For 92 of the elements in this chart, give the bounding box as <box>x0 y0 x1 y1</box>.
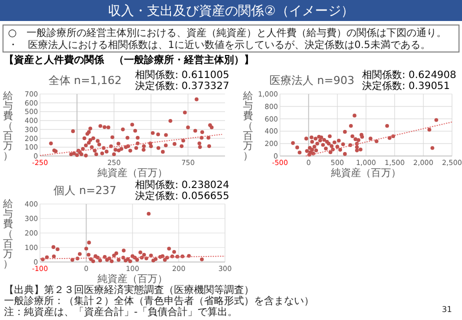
point <box>355 148 359 152</box>
point <box>321 142 325 147</box>
point <box>328 134 332 138</box>
point <box>324 146 328 150</box>
point <box>312 144 316 149</box>
y-axis-title: 給与費（百万） <box>2 90 13 162</box>
point <box>349 124 353 128</box>
point <box>343 130 347 134</box>
point <box>91 259 96 264</box>
point <box>52 254 56 258</box>
point <box>167 246 171 251</box>
point <box>112 254 116 258</box>
point <box>332 140 336 144</box>
point <box>52 245 56 249</box>
x-axis-title: 純資産（百万） <box>331 167 401 179</box>
point <box>319 136 324 140</box>
point <box>146 212 151 216</box>
point <box>162 258 167 262</box>
text: 31 <box>442 305 452 314</box>
point <box>124 258 128 262</box>
point <box>310 140 314 144</box>
point <box>330 144 334 148</box>
point <box>341 142 345 146</box>
point <box>110 259 114 264</box>
point <box>385 124 389 128</box>
point <box>356 138 360 142</box>
text: 相関係数: 0.624908 <box>362 69 456 81</box>
point <box>368 136 372 140</box>
point <box>84 246 88 251</box>
point <box>86 252 90 257</box>
point <box>160 254 164 258</box>
x-axis-title: 純資産（百万） <box>98 167 168 179</box>
point <box>355 145 359 150</box>
point <box>200 257 204 262</box>
point <box>291 141 295 145</box>
text: 収入・支出及び資産の関係②（イメージ） <box>108 3 354 19</box>
point <box>114 251 118 256</box>
point <box>78 252 82 256</box>
y-axis-title: 給与費（百万） <box>2 198 13 270</box>
point <box>336 138 341 143</box>
point <box>172 250 176 254</box>
text: 【資産と人件費の関係 （一般診療所・経営主体別）】 <box>4 54 254 66</box>
point <box>295 146 300 150</box>
point <box>151 258 156 262</box>
point <box>298 150 302 154</box>
text: 決定係数: 0.373327 <box>135 80 230 92</box>
text: 一般診療所：（集計２）全体（青色申告者（省略形式）を含まない） <box>4 295 314 307</box>
text: 相関係数: 0.238024 <box>135 179 230 191</box>
point <box>352 114 356 118</box>
point <box>122 248 126 252</box>
point <box>105 258 109 262</box>
point <box>434 118 438 122</box>
x-axis-title: 純資産（百万） <box>98 273 168 285</box>
text: ・ 医療法人における相関係数は、1に近い数値を示しているが、決定係数は0.5未満である。 <box>8 39 430 51</box>
point <box>374 139 378 144</box>
chart-title: 個人 n=237 <box>54 184 116 197</box>
point <box>304 136 308 140</box>
text: 相関係数: 0.611005 <box>135 69 230 81</box>
point <box>308 146 312 150</box>
point <box>305 149 309 153</box>
point <box>430 146 434 150</box>
text: ○ 一般診療所の経営主体別における、資産（純資産）と人件費（給与費）の関係は下図の通り。 <box>8 27 447 39</box>
point <box>116 258 121 262</box>
point <box>314 136 318 141</box>
point <box>142 252 146 257</box>
text: 注：純資産は、「資産合計」-「負債合計」で算出。 <box>4 306 238 318</box>
point <box>338 148 342 152</box>
point <box>328 150 332 154</box>
point <box>98 258 102 262</box>
point <box>149 254 153 258</box>
point <box>315 142 320 146</box>
point <box>87 240 91 244</box>
chart-title: 全体 n=1,162 <box>48 74 122 87</box>
text: 【出典】第２３回医療経済実態調査（医療機関等調査） <box>4 284 254 296</box>
point <box>427 128 432 132</box>
point <box>335 144 340 149</box>
point <box>310 136 314 140</box>
chart-title: 医療法人 n=903 <box>270 74 354 87</box>
point <box>318 138 322 142</box>
point <box>135 258 140 262</box>
text: 決定係数: 0.056655 <box>135 190 230 202</box>
point <box>128 259 132 264</box>
point <box>343 152 347 156</box>
y-axis-title: 給与費（百万） <box>242 90 253 162</box>
point <box>102 255 107 259</box>
point <box>138 250 142 254</box>
point <box>350 134 354 138</box>
text: 決定係数: 0.39051 <box>362 80 450 92</box>
point <box>322 138 326 142</box>
point <box>314 148 318 152</box>
point <box>358 148 362 152</box>
point <box>56 247 60 252</box>
